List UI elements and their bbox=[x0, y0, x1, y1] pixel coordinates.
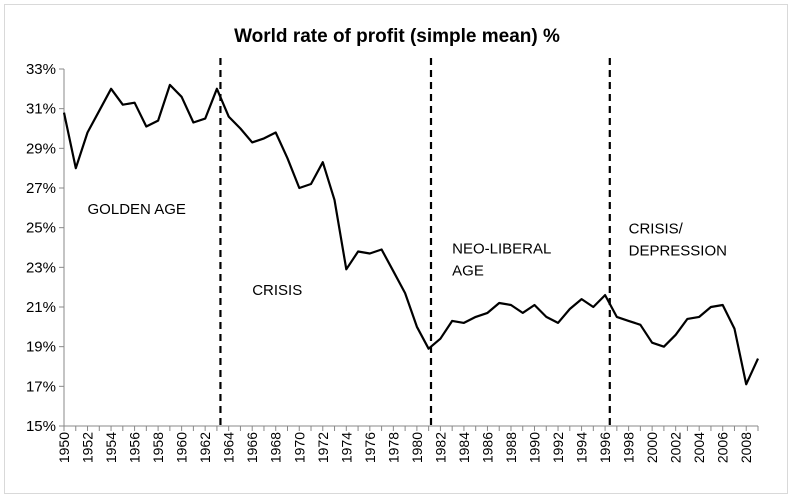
x-tick-label: 1976 bbox=[362, 432, 378, 463]
y-tick-label: 17% bbox=[26, 378, 56, 395]
y-tick-label: 25% bbox=[26, 220, 56, 237]
y-tick-label: 31% bbox=[26, 101, 56, 118]
x-tick-label: 1954 bbox=[103, 432, 119, 463]
y-axis-ticks: 15% 17% 19% 21% 23% 25% 27% 29% 31% 33% bbox=[26, 61, 64, 435]
x-tick-label: 1990 bbox=[527, 432, 543, 463]
era-annotations: GOLDEN AGE CRISIS NEO-LIBERAL AGE CRISIS/DEP… bbox=[88, 201, 727, 299]
era-annotation-line: AGE bbox=[452, 262, 484, 279]
era-annotation-line: GOLDEN AGE bbox=[88, 201, 186, 218]
x-tick-label: 1950 bbox=[56, 432, 72, 463]
era-annotation-line: NEO-LIBERAL bbox=[452, 240, 551, 257]
x-tick-label: 1986 bbox=[479, 432, 495, 463]
x-tick-label: 1962 bbox=[197, 432, 213, 463]
x-tick-label: 1964 bbox=[221, 432, 237, 463]
series-line bbox=[62, 83, 759, 386]
y-tick-label: 27% bbox=[26, 180, 56, 197]
era-annotation: CRISIS bbox=[252, 282, 302, 299]
x-tick-label: 1992 bbox=[550, 432, 566, 463]
x-tick-label: 1972 bbox=[315, 432, 331, 463]
x-tick-label: 1980 bbox=[409, 432, 425, 463]
x-tick-label: 1978 bbox=[385, 432, 401, 463]
x-tick-label: 1968 bbox=[268, 432, 284, 463]
x-tick-label: 1956 bbox=[127, 432, 143, 463]
y-tick-label: 29% bbox=[26, 140, 56, 157]
y-tick-label: 19% bbox=[26, 339, 56, 356]
x-tick-label: 1988 bbox=[503, 432, 519, 463]
x-tick-label: 2000 bbox=[644, 432, 660, 463]
x-tick-label: 2002 bbox=[668, 432, 684, 463]
era-annotation-line: CRISIS/ bbox=[629, 221, 684, 238]
y-tick-label: 23% bbox=[26, 259, 56, 276]
era-dividers bbox=[219, 58, 611, 426]
x-tick-label: 1998 bbox=[621, 432, 637, 463]
chart-frame bbox=[4, 4, 788, 494]
x-tick-label: 1970 bbox=[291, 432, 307, 463]
x-tick-label: 1974 bbox=[338, 432, 354, 463]
x-tick-label: 2004 bbox=[691, 432, 707, 463]
era-annotation: NEO-LIBERAL AGE bbox=[452, 240, 551, 279]
y-tick-label: 33% bbox=[26, 61, 56, 78]
era-annotation: GOLDEN AGE bbox=[88, 201, 186, 218]
era-annotation-line: DEPRESSION bbox=[629, 243, 727, 260]
x-tick-label: 1994 bbox=[574, 432, 590, 463]
y-tick-label: 15% bbox=[26, 418, 56, 435]
x-tick-label: 2008 bbox=[738, 432, 754, 463]
axes bbox=[63, 69, 758, 427]
y-tick-label: 21% bbox=[26, 299, 56, 316]
x-axis-ticks: 1950 1952 1954 1956 1958 1960 1962 1964 1966 1968… bbox=[56, 426, 759, 463]
x-tick-label: 1960 bbox=[174, 432, 190, 463]
era-annotation-line: CRISIS bbox=[252, 282, 302, 299]
x-tick-label: 1958 bbox=[150, 432, 166, 463]
series-group bbox=[62, 83, 759, 386]
x-tick-label: 1984 bbox=[456, 432, 472, 463]
x-tick-label: 1952 bbox=[80, 432, 96, 463]
x-tick-label: 1982 bbox=[432, 432, 448, 463]
chart-title: World rate of profit (simple mean) % bbox=[234, 26, 560, 47]
x-tick-label: 1966 bbox=[244, 432, 260, 463]
era-annotation: CRISIS/DEPRESSION bbox=[629, 221, 727, 260]
x-tick-label: 1996 bbox=[597, 432, 613, 463]
x-tick-label: 2006 bbox=[715, 432, 731, 463]
